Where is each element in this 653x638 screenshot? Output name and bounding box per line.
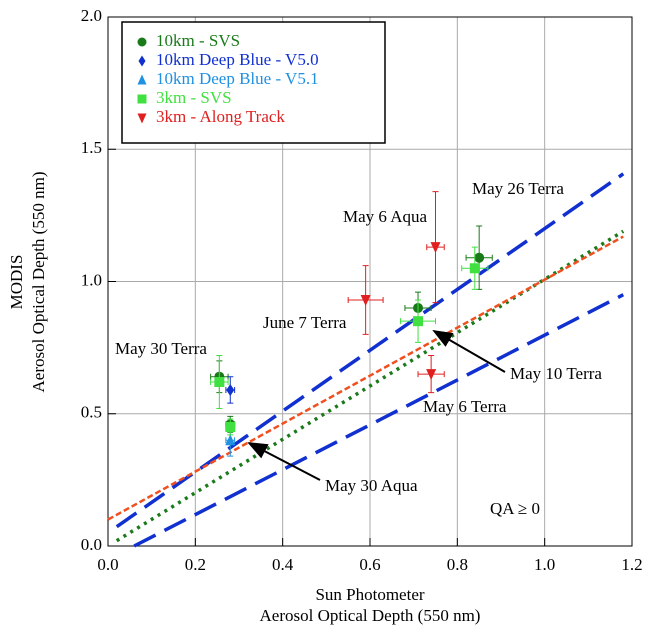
annotation: June 7 Terra (263, 313, 347, 332)
point (426, 369, 437, 381)
legend-label: 3km - SVS (156, 88, 232, 107)
y-axis-label: MODIS (7, 255, 26, 310)
point (225, 421, 236, 432)
y-axis-label: Aerosol Optical Depth (550 nm) (29, 172, 48, 393)
point (226, 383, 235, 396)
point (469, 263, 480, 274)
arrow (432, 329, 506, 373)
legend-label: 10km Deep Blue - V5.1 (156, 69, 319, 88)
legend-label: 3km - Along Track (156, 107, 285, 126)
reference-line (107, 235, 624, 521)
point (225, 434, 236, 446)
x-tick-label: 0.8 (447, 555, 468, 574)
plot-frame (107, 16, 633, 547)
annotation: May 30 Terra (115, 339, 207, 358)
annotation: May 10 Terra (510, 364, 602, 383)
point (430, 242, 441, 254)
legend-box (121, 21, 386, 144)
annotation: QA ≥ 0 (490, 499, 540, 518)
reference-line (133, 293, 625, 548)
annotation: May 6 Terra (423, 397, 507, 416)
x-tick-label: 0.4 (272, 555, 294, 574)
x-tick-label: 0.6 (359, 555, 380, 574)
legend-label: 10km Deep Blue - V5.0 (156, 50, 319, 69)
legend-marker (137, 113, 147, 124)
x-axis-label: Sun Photometer (315, 585, 424, 604)
legend-marker (138, 55, 146, 67)
reference-line (115, 172, 625, 529)
x-tick-label: 1.2 (621, 555, 642, 574)
legend-marker (137, 74, 147, 85)
x-tick-label: 0.2 (185, 555, 206, 574)
point (360, 295, 371, 307)
arrow (247, 442, 321, 481)
legend-marker (137, 94, 147, 104)
annotation: May 26 Terra (472, 179, 564, 198)
y-tick-label: 1.0 (81, 270, 102, 289)
point (474, 252, 485, 263)
y-tick-label: 0.5 (81, 403, 102, 422)
point (413, 316, 424, 327)
legend-label: 10km - SVS (156, 31, 240, 50)
legend-marker (137, 37, 147, 47)
y-tick-label: 1.5 (81, 138, 102, 157)
y-tick-label: 0.0 (81, 535, 102, 554)
annotation: May 6 Aqua (343, 207, 428, 226)
y-tick-label: 2.0 (81, 6, 102, 25)
reference-line (115, 229, 625, 543)
annotation: May 30 Aqua (325, 476, 418, 495)
point (214, 377, 225, 388)
x-tick-label: 0.0 (97, 555, 118, 574)
x-axis-label: Aerosol Optical Depth (550 nm) (260, 606, 481, 625)
x-tick-label: 1.0 (534, 555, 555, 574)
